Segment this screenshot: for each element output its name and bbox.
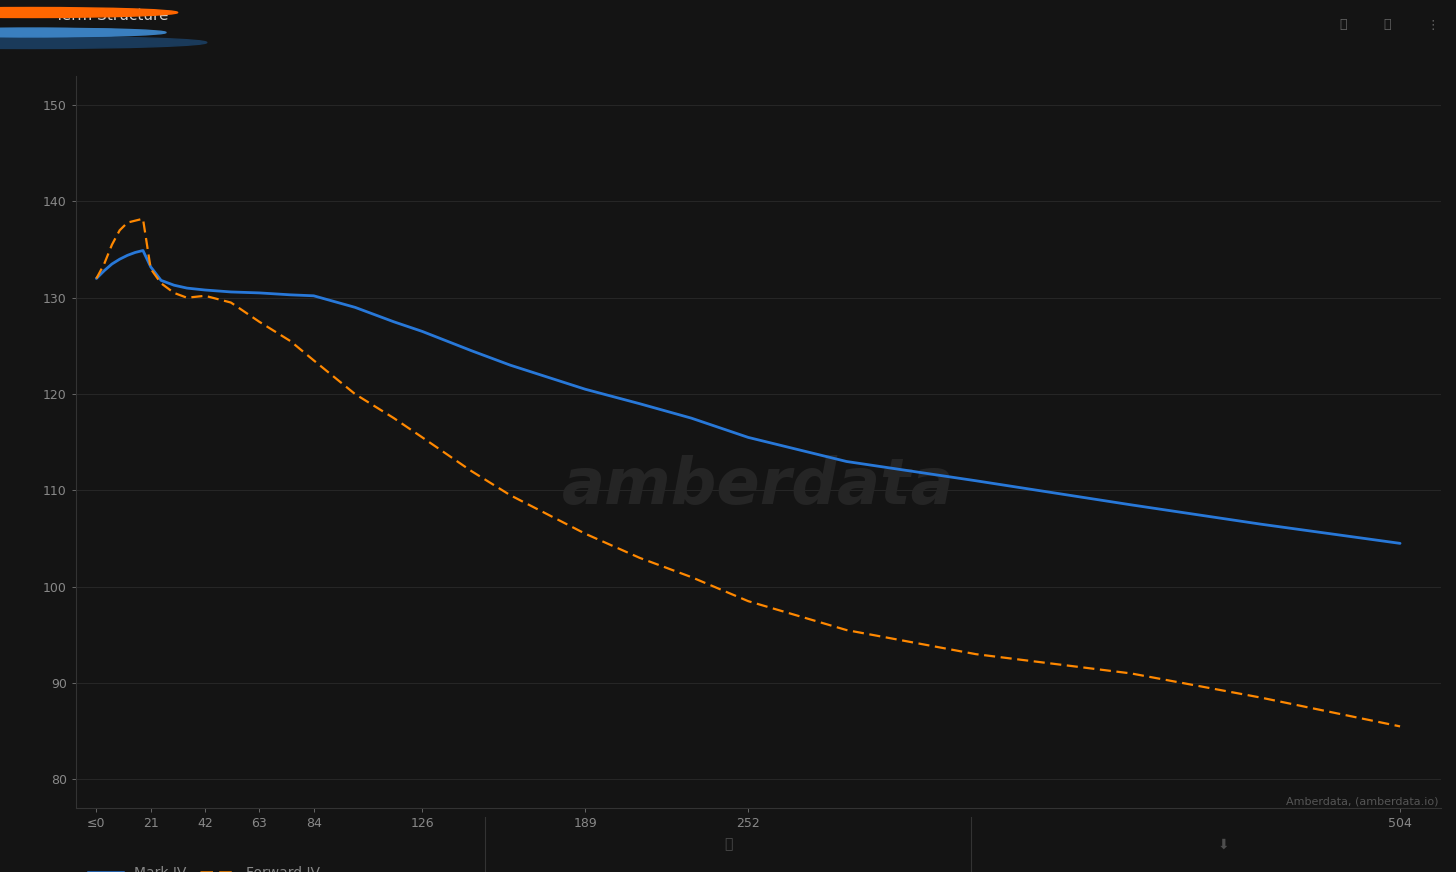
Text: amberdata: amberdata [562,455,955,517]
Circle shape [0,8,178,17]
Text: ⋮: ⋮ [1427,18,1440,31]
Text: 📷: 📷 [724,837,732,851]
Legend: Mark IV, Forward IV: Mark IV, Forward IV [83,861,326,872]
Text: Amberdata, (amberdata.io): Amberdata, (amberdata.io) [1286,796,1439,807]
Text: MSTR: MSTR [55,31,95,44]
Circle shape [0,28,146,37]
Text: ⓘ: ⓘ [1383,18,1390,31]
Circle shape [0,37,207,49]
Circle shape [0,28,166,37]
Text: Term Structure: Term Structure [55,9,169,24]
Text: 🔖: 🔖 [1340,18,1347,31]
Text: ⬇: ⬇ [1217,837,1229,851]
